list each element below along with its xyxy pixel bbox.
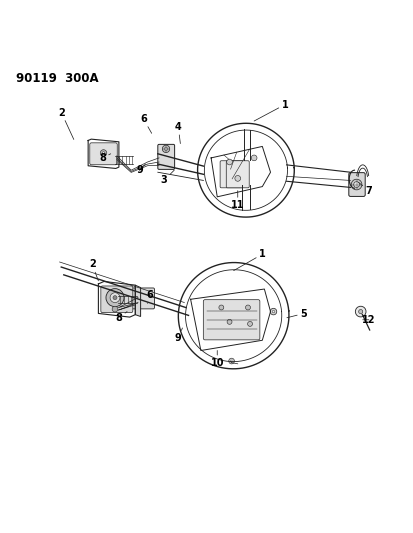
Text: 6: 6 xyxy=(140,114,151,133)
Circle shape xyxy=(110,293,120,303)
Circle shape xyxy=(272,310,274,313)
Text: 6: 6 xyxy=(146,290,153,303)
Text: 5: 5 xyxy=(286,309,306,319)
Circle shape xyxy=(251,155,256,161)
Text: 8: 8 xyxy=(99,153,110,163)
Polygon shape xyxy=(135,285,140,317)
FancyBboxPatch shape xyxy=(203,300,259,340)
Text: 2: 2 xyxy=(89,260,98,281)
Circle shape xyxy=(227,319,231,324)
Circle shape xyxy=(113,296,117,300)
Text: 1: 1 xyxy=(233,249,265,271)
FancyBboxPatch shape xyxy=(220,161,242,188)
Text: 3: 3 xyxy=(160,170,174,185)
FancyBboxPatch shape xyxy=(348,173,364,197)
Circle shape xyxy=(162,145,169,152)
Circle shape xyxy=(100,150,107,156)
Text: 9: 9 xyxy=(175,328,182,343)
Circle shape xyxy=(245,305,250,310)
FancyBboxPatch shape xyxy=(90,143,117,165)
Circle shape xyxy=(228,358,234,364)
Text: 4: 4 xyxy=(175,122,181,143)
Circle shape xyxy=(354,306,365,317)
FancyBboxPatch shape xyxy=(101,286,133,313)
FancyBboxPatch shape xyxy=(226,161,249,188)
Text: 9: 9 xyxy=(136,164,145,175)
Circle shape xyxy=(164,147,167,150)
Text: 7: 7 xyxy=(358,182,371,196)
Circle shape xyxy=(102,152,104,154)
Circle shape xyxy=(358,310,362,313)
Circle shape xyxy=(234,175,240,181)
Circle shape xyxy=(226,159,232,165)
Circle shape xyxy=(218,305,223,310)
Circle shape xyxy=(270,308,276,315)
Circle shape xyxy=(106,289,124,306)
Text: 90119  300A: 90119 300A xyxy=(17,72,99,85)
Text: 1: 1 xyxy=(254,100,287,121)
FancyBboxPatch shape xyxy=(157,144,174,169)
Text: 10: 10 xyxy=(210,351,223,368)
Circle shape xyxy=(350,179,361,190)
Circle shape xyxy=(353,182,358,188)
Circle shape xyxy=(112,306,118,312)
Circle shape xyxy=(247,321,252,326)
Text: 12: 12 xyxy=(361,315,375,325)
FancyBboxPatch shape xyxy=(127,288,154,309)
Text: 8: 8 xyxy=(115,312,127,322)
Text: 11: 11 xyxy=(230,191,244,210)
Text: 2: 2 xyxy=(58,108,74,140)
